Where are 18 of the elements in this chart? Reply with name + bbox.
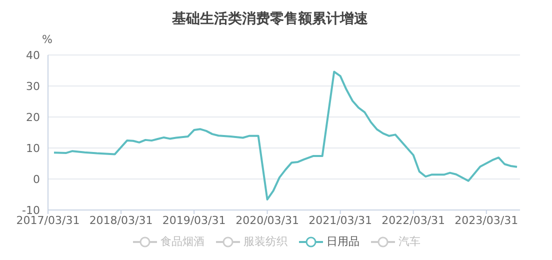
y-axis-title: % (42, 33, 52, 46)
y-tick-label: 20 (26, 110, 40, 124)
x-tick-label: 2020/03/31 (236, 214, 299, 227)
legend-label: 日用品 (326, 234, 360, 249)
line-series (53, 70, 518, 200)
y-tick-label: 30 (26, 80, 40, 93)
x-tick-label: 2021/03/31 (308, 214, 372, 227)
y-tick-label: 40 (26, 48, 40, 62)
legend-label: 服装纺织 (244, 234, 288, 249)
x-tick-label: 2023/03/31 (454, 214, 518, 227)
y-tick-label: 0 (33, 172, 40, 186)
chart-title: 基础生活类消费零售额累计增速 (171, 10, 369, 28)
x-tick-label: 2018/03/31 (89, 214, 153, 227)
legend-label: 汽车 (398, 234, 420, 249)
x-tick-label: 2019/03/31 (162, 214, 226, 227)
legend-label: 食品烟酒 (160, 234, 204, 249)
y-tick-label: 10 (26, 142, 40, 155)
x-tick-label: 2022/03/31 (382, 214, 446, 227)
